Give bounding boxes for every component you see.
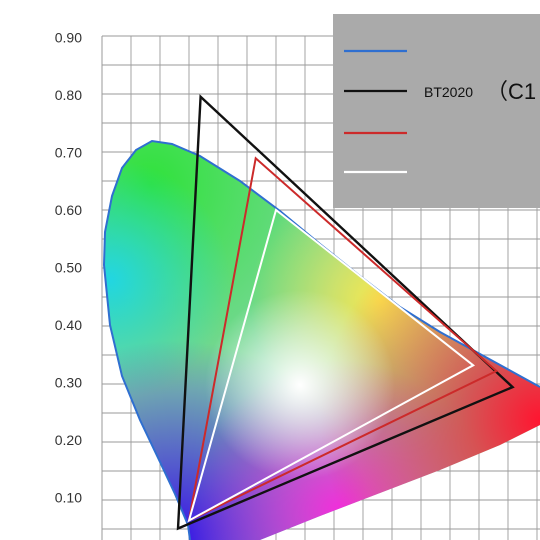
y-tick-label: 0.90 [55, 30, 82, 46]
y-tick-label: 0.40 [55, 317, 82, 333]
gamut-triangle-red [187, 156, 499, 523]
y-tick-labels: 0.90 0.80 0.70 0.60 0.50 0.40 0.30 0.20 0.10 [55, 30, 82, 506]
legend-label-suffix: （C1 [486, 79, 536, 104]
y-tick-label: 0.70 [55, 145, 82, 161]
legend-panel [333, 14, 540, 208]
legend-label: BT2020 [424, 84, 473, 100]
gamut-triangle-BT2020 [176, 94, 515, 531]
gamut-triangle-white [187, 208, 476, 523]
y-tick-label: 0.30 [55, 375, 82, 391]
y-tick-label: 0.10 [55, 490, 82, 506]
y-tick-label: 0.60 [55, 202, 82, 218]
y-tick-label: 0.80 [55, 87, 82, 103]
gamut-triangles [176, 94, 515, 531]
y-tick-label: 0.50 [55, 260, 82, 276]
spectral-locus-line [102, 139, 540, 540]
y-tick-label: 0.20 [55, 432, 82, 448]
legend: BT2020 （C1 [344, 49, 536, 174]
